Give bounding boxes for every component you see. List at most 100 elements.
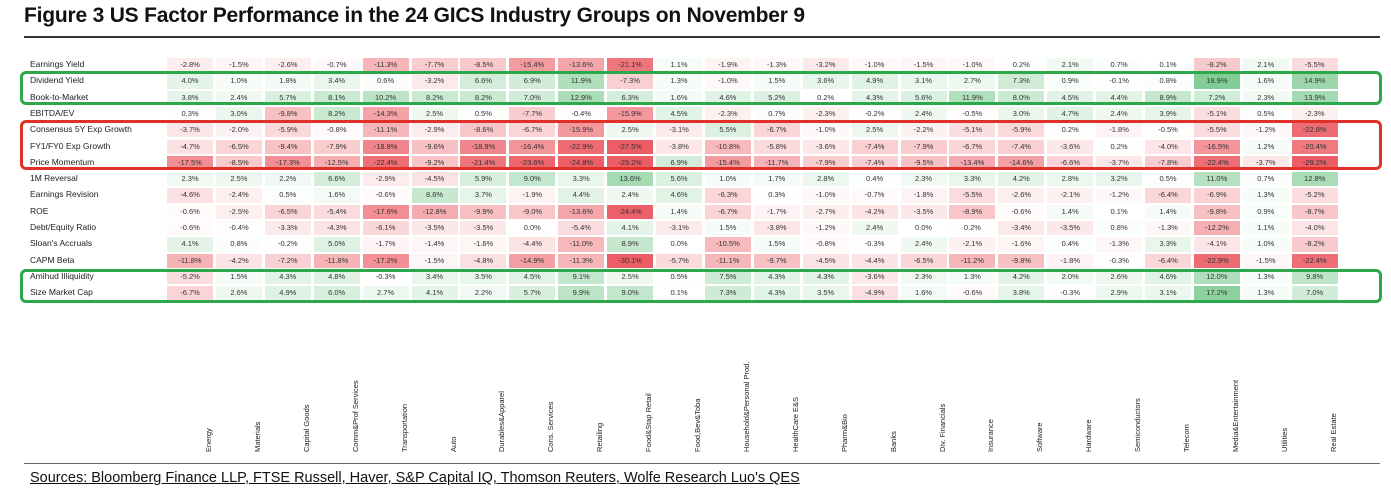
heatmap-cell: 8.1% <box>313 90 360 105</box>
heatmap-cell: -0.1% <box>1096 74 1143 89</box>
column-label: Div. Financials <box>937 403 947 452</box>
heatmap-cell: 3.4% <box>411 269 458 285</box>
heatmap-cell: -4.5% <box>411 172 458 187</box>
heatmap-cell: 3.1% <box>1145 286 1191 301</box>
heatmap-cell: 17.2% <box>1193 286 1240 301</box>
heatmap-cell: 0.5% <box>656 269 702 285</box>
heatmap-cell: -3.4% <box>998 221 1045 236</box>
sources-rule <box>24 463 1380 464</box>
heatmap-cell: 9.1% <box>558 269 605 285</box>
heatmap-cell: -0.2% <box>851 106 898 122</box>
heatmap-cell: -4.4% <box>851 253 898 268</box>
heatmap-cell: -15.9% <box>558 123 605 138</box>
heatmap-cell: -4.5% <box>802 253 849 268</box>
heatmap-cell: 3.9% <box>1145 106 1191 122</box>
heatmap-cell: -5.2% <box>1291 188 1338 203</box>
heatmap-cell: 3.2% <box>1096 172 1143 187</box>
heatmap-cell: -6.9% <box>1193 188 1240 203</box>
heatmap-cell: 0.2% <box>802 90 849 105</box>
heatmap-cell: -0.2% <box>264 237 311 252</box>
heatmap-cell: -3.5% <box>460 221 507 236</box>
column-label: HealthCare E&S <box>790 396 800 452</box>
row-label: CAPM Beta <box>30 254 75 265</box>
heatmap-cell: -2.1% <box>949 237 996 252</box>
heatmap-cell: -1.4% <box>411 237 458 252</box>
heatmap-cell: -2.4% <box>215 188 262 203</box>
heatmap-cell: -17.3% <box>264 155 311 171</box>
heatmap-cell: 1.3% <box>1242 286 1289 301</box>
heatmap-cell: 4.1% <box>411 286 458 301</box>
heatmap-cell: -0.4% <box>558 106 605 122</box>
heatmap-cell: 2.4% <box>900 237 947 252</box>
heatmap-cell: -12.2% <box>1193 221 1240 236</box>
heatmap-cell: 0.3% <box>167 106 213 122</box>
heatmap-cell: 4.2% <box>998 269 1045 285</box>
heatmap-cell: 0.1% <box>1096 204 1143 219</box>
heatmap-cell: 1.6% <box>656 90 702 105</box>
heatmap-cell: 14.9% <box>1291 74 1338 89</box>
heatmap-cell: 3.4% <box>313 74 360 89</box>
heatmap-cell: -2.7% <box>802 204 849 219</box>
row-label: Amihud Illiquidity <box>30 270 94 281</box>
heatmap-cell: 2.3% <box>900 172 947 187</box>
heatmap-cell: -6.1% <box>362 221 409 236</box>
heatmap-cell: 1.6% <box>900 286 947 301</box>
heatmap-cell: -2.3% <box>704 106 751 122</box>
heatmap-cell: 8.2% <box>313 106 360 122</box>
heatmap-cell: 1.3% <box>1242 269 1289 285</box>
heatmap-cell: 9.0% <box>607 286 654 301</box>
heatmap-cell: -4.7% <box>167 139 213 154</box>
heatmap-cell: 0.0% <box>656 237 702 252</box>
heatmap-cell: -1.3% <box>1145 221 1191 236</box>
heatmap-cell: -7.3% <box>607 74 654 89</box>
heatmap-cell: 0.8% <box>215 237 262 252</box>
heatmap-cell: -1.8% <box>1047 253 1094 268</box>
heatmap-cell: -5.7% <box>656 253 702 268</box>
column-label: Durables&Apparel <box>497 391 507 452</box>
heatmap-cell: 8.0% <box>998 90 1045 105</box>
heatmap-cell: 0.8% <box>1145 74 1191 89</box>
heatmap-cell: 0.7% <box>1242 172 1289 187</box>
heatmap-cell: -2.6% <box>264 58 311 73</box>
heatmap-cell: -14.6% <box>998 155 1045 171</box>
heatmap-cell: -0.6% <box>949 286 996 301</box>
heatmap-cell: -9.6% <box>411 139 458 154</box>
heatmap-cell: 5.2% <box>753 90 800 105</box>
heatmap-cell: -9.4% <box>264 139 311 154</box>
heatmap-cell: 2.7% <box>362 286 409 301</box>
heatmap-cell: -6.7% <box>704 204 751 219</box>
column-label: Media&Entertainment <box>1230 379 1240 452</box>
heatmap-cell: 2.4% <box>607 188 654 203</box>
heatmap-cell: -2.0% <box>215 123 262 138</box>
heatmap-cell: -1.5% <box>1242 253 1289 268</box>
heatmap-cell: -17.2% <box>362 253 409 268</box>
heatmap-cell: -2.9% <box>362 172 409 187</box>
heatmap-cell: 2.3% <box>167 172 213 187</box>
heatmap-cell: -15.4% <box>509 58 556 73</box>
heatmap-cell: 3.7% <box>460 188 507 203</box>
heatmap-cell: -6.7% <box>167 286 213 301</box>
heatmap-cell: 1.6% <box>313 188 360 203</box>
heatmap-cell: -24.8% <box>558 155 605 171</box>
heatmap-cell: -0.5% <box>949 106 996 122</box>
heatmap-cell: 0.6% <box>362 74 409 89</box>
row-label: Size Market Cap <box>30 287 93 298</box>
heatmap-cell: -24.4% <box>607 204 654 219</box>
row-label: 1M Reversal <box>30 173 78 184</box>
heatmap-cell: -10.5% <box>704 237 751 252</box>
heatmap-cell: -9.8% <box>1193 204 1240 219</box>
heatmap-cell: 12.0% <box>1193 269 1240 285</box>
heatmap-cell: 4.3% <box>753 286 800 301</box>
heatmap-cell: -17.5% <box>167 155 213 171</box>
heatmap-cell: -0.8% <box>802 237 849 252</box>
heatmap-cell: -6.5% <box>264 204 311 219</box>
column-label: Semiconductors <box>1133 398 1143 452</box>
heatmap-cell: -3.5% <box>900 204 947 219</box>
row-label: Dividend Yield <box>30 75 84 86</box>
heatmap-cell: 4.6% <box>656 188 702 203</box>
heatmap-cell: -18.9% <box>460 139 507 154</box>
heatmap-cell: 1.3% <box>656 74 702 89</box>
heatmap-cell: 1.5% <box>704 221 751 236</box>
row-label: Consensus 5Y Exp Growth <box>30 124 132 135</box>
